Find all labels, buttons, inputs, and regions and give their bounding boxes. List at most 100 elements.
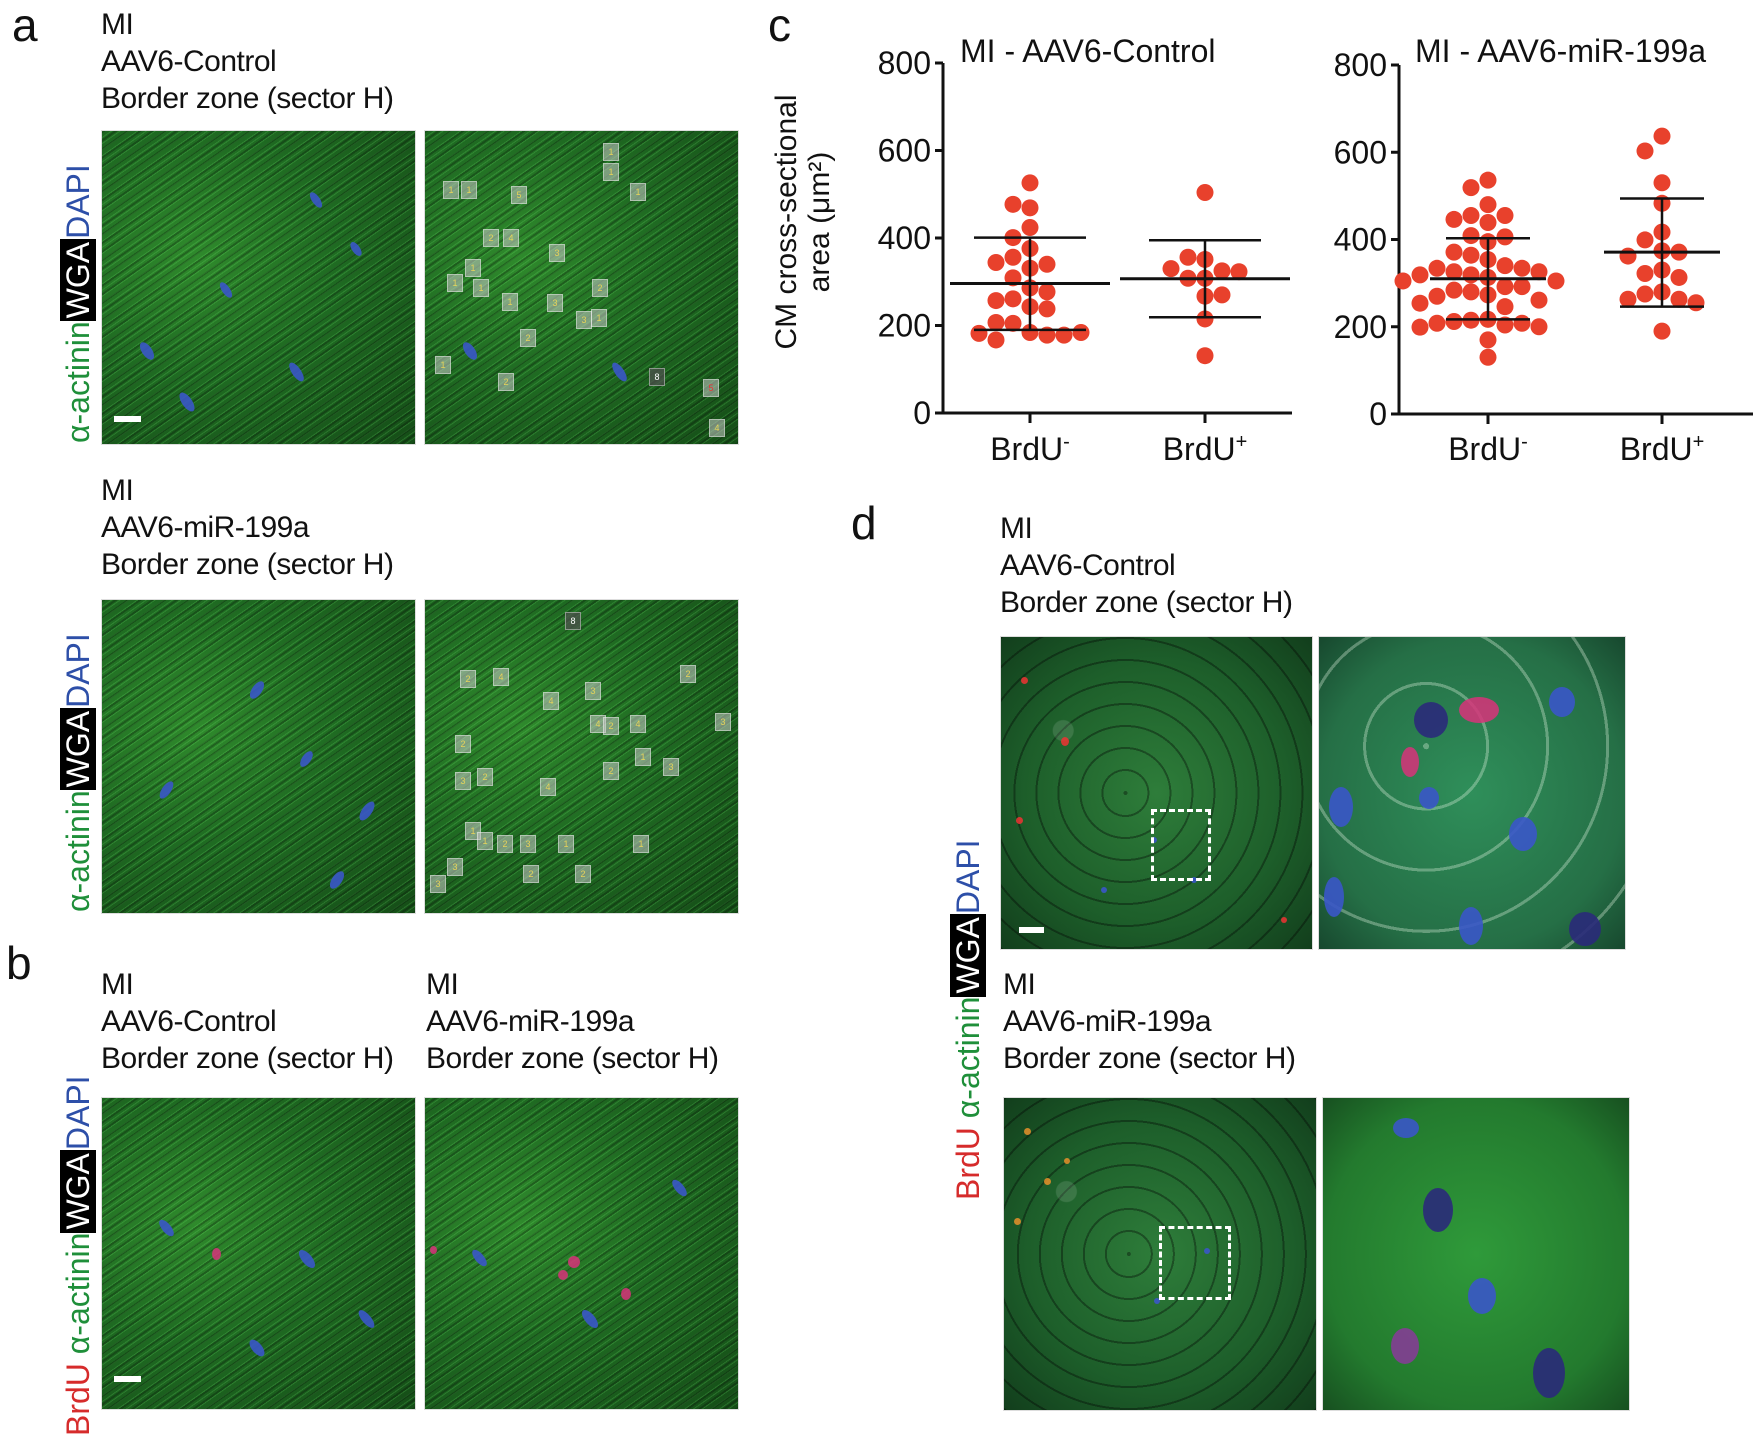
data-point xyxy=(987,292,1005,310)
data-point xyxy=(1462,227,1480,245)
data-point xyxy=(1479,213,1497,231)
roi-marker: 4 xyxy=(493,668,509,686)
roi-marker: 2 xyxy=(680,665,696,683)
wga-label: WGA xyxy=(60,238,96,322)
alpha-actinin-label: α-actinin xyxy=(60,790,96,912)
y-tick-label: 0 xyxy=(913,395,931,431)
caption-line-region: Border zone (sector H) xyxy=(101,1042,394,1075)
data-point xyxy=(970,324,988,342)
roi-marker: 2 xyxy=(603,717,619,735)
roi-marker: 3 xyxy=(576,311,592,329)
data-point xyxy=(1479,196,1497,214)
data-point xyxy=(1636,265,1654,283)
caption-line-region: Border zone (sector H) xyxy=(1003,1042,1296,1075)
zoom-region-box xyxy=(1151,809,1211,881)
panel-b-stain-label: BrdU α-actininWGADAPI xyxy=(60,1075,96,1436)
roi-marker: 3 xyxy=(447,858,463,876)
data-point xyxy=(1462,283,1480,301)
y-tick-label: 400 xyxy=(1334,222,1387,258)
data-point xyxy=(1496,257,1514,275)
roi-marker: 4 xyxy=(543,692,559,710)
micrograph-a-mir199a-annotated: 8 2 4 4 2 3 4 2 4 3 2 1 3 3 2 4 2 1 1 2 … xyxy=(424,599,739,914)
panel-a-row1-stain-label: α-actininWGADAPI xyxy=(60,164,96,443)
data-point xyxy=(1411,266,1429,284)
micrograph-b-mir199a xyxy=(424,1097,739,1410)
data-point xyxy=(1038,300,1056,318)
data-point xyxy=(1162,260,1180,278)
y-axis-title-line2: area (μm²) xyxy=(803,151,836,293)
caption-line-condition: MI xyxy=(426,968,459,1001)
caption-line-treatment: AAV6-Control xyxy=(1000,549,1176,582)
caption-line-treatment: AAV6-miR-199a xyxy=(101,511,310,544)
panel-a-row2-caption: MI AAV6-miR-199a Border zone (sector H) xyxy=(101,472,394,583)
data-point xyxy=(1496,316,1514,334)
y-tick-label: 200 xyxy=(1334,309,1387,345)
micrograph-a-mir199a-raw xyxy=(101,599,416,914)
data-point xyxy=(1428,287,1446,305)
roi-marker: 1 xyxy=(443,181,459,199)
data-point xyxy=(1196,310,1214,328)
roi-marker: 1 xyxy=(465,259,481,277)
roi-marker: 5 xyxy=(703,379,719,397)
panel-a-row1-caption: MI AAV6-Control Border zone (sector H) xyxy=(101,6,394,117)
roi-marker: 4 xyxy=(709,419,725,437)
zoom-region-box xyxy=(1159,1226,1231,1300)
micrograph-d-control-zoom xyxy=(1318,636,1626,950)
data-point xyxy=(1021,324,1039,341)
data-point xyxy=(1445,281,1463,299)
chart-title: MI - AAV6-Control xyxy=(960,33,1215,69)
x-tick-label-brdu-neg: BrdU- xyxy=(990,431,1070,467)
alpha-actinin-label: α-actinin xyxy=(60,1232,96,1355)
alpha-actinin-label: α-actinin xyxy=(950,996,986,1119)
roi-marker: 8 xyxy=(649,368,665,386)
data-point xyxy=(1021,174,1039,192)
data-point xyxy=(1513,314,1531,332)
data-point xyxy=(1428,314,1446,332)
data-point xyxy=(1462,207,1480,225)
data-point xyxy=(1653,322,1671,340)
data-point xyxy=(1496,207,1514,225)
data-point xyxy=(1496,278,1514,296)
data-point xyxy=(1021,199,1039,217)
caption-line-region: Border zone (sector H) xyxy=(1000,586,1293,619)
caption-line-treatment: AAV6-Control xyxy=(101,45,277,78)
panel-d-bottom-caption: MI AAV6-miR-199a Border zone (sector H) xyxy=(1003,966,1296,1077)
roi-marker: 2 xyxy=(523,865,539,883)
roi-marker: 3 xyxy=(520,835,536,853)
data-point xyxy=(1004,248,1022,266)
roi-marker: 3 xyxy=(663,758,679,776)
roi-marker: 2 xyxy=(455,735,471,753)
scale-bar xyxy=(114,416,141,422)
roi-marker: 1 xyxy=(473,279,489,297)
roi-marker: 1 xyxy=(502,293,518,311)
micrograph-d-mir199a-zoom xyxy=(1322,1097,1630,1411)
roi-marker: 2 xyxy=(483,229,499,247)
data-point xyxy=(1496,298,1514,316)
roi-marker: 2 xyxy=(477,768,493,786)
data-point xyxy=(987,313,1005,331)
scatter-charts: MI - AAV6-Control 0 200 400 600 800 BrdU- Br… xyxy=(878,33,1753,467)
roi-marker: 3 xyxy=(547,294,563,312)
data-point xyxy=(1687,294,1705,312)
wga-label: WGA xyxy=(950,914,986,997)
data-point xyxy=(1619,247,1637,265)
data-point xyxy=(1479,331,1497,349)
roi-marker: 1 xyxy=(477,832,493,850)
roi-marker: 3 xyxy=(455,772,471,790)
y-axis-title: CM cross-sectional area (μm²) xyxy=(770,62,836,382)
caption-line-condition: MI xyxy=(1000,512,1033,545)
data-point xyxy=(1530,318,1548,336)
roi-marker: 4 xyxy=(540,778,556,796)
caption-line-condition: MI xyxy=(1003,968,1036,1001)
roi-marker: 1 xyxy=(461,181,477,199)
data-point xyxy=(1428,259,1446,277)
data-point xyxy=(1670,268,1688,286)
data-point xyxy=(1196,347,1214,365)
data-point xyxy=(1038,283,1056,301)
data-point xyxy=(1445,263,1463,281)
roi-marker: 3 xyxy=(549,244,565,262)
y-tick-label: 400 xyxy=(878,220,931,256)
caption-line-region: Border zone (sector H) xyxy=(101,82,394,115)
x-tick-label-brdu-neg: BrdU- xyxy=(1448,431,1528,467)
roi-marker: 1 xyxy=(633,835,649,853)
